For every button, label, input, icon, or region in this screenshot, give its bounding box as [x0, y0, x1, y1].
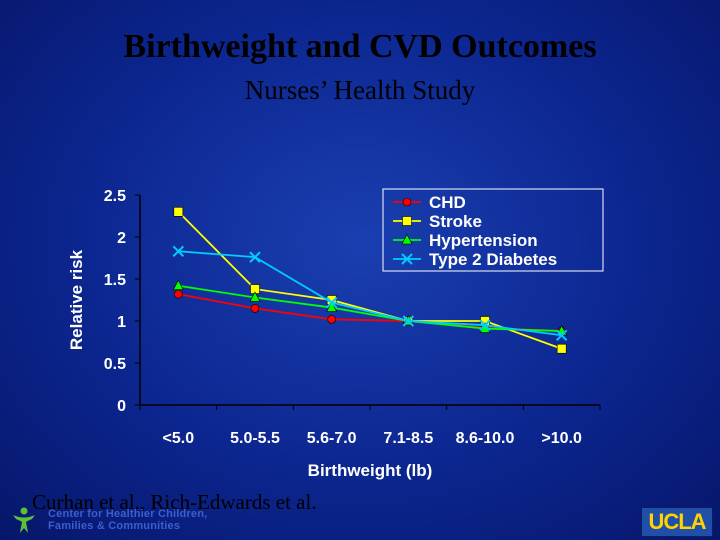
legend-label: Stroke	[429, 212, 482, 231]
data-point	[402, 315, 415, 327]
y-tick-label: 2	[117, 230, 126, 247]
legend-label: CHD	[429, 193, 466, 212]
legend-marker	[401, 233, 413, 245]
data-point	[249, 291, 261, 302]
slide-subtitle: Nurses’ Health Study	[244, 75, 476, 105]
data-point	[555, 329, 568, 341]
data-point	[174, 289, 183, 299]
org-name-line-1: Center for Healthier Children,	[48, 508, 208, 520]
org-name-line-2: Families & Communities	[48, 520, 181, 532]
legend-label: Type 2 Diabetes	[429, 250, 557, 269]
citation: Curhan et al., Rich-Edwards et al.	[32, 490, 317, 514]
x-tick-label: 7.1-8.5	[383, 430, 433, 447]
x-tick-label: 8.6-10.0	[456, 430, 515, 447]
data-point	[250, 304, 260, 313]
children-figure-icon	[13, 507, 35, 533]
legend-marker	[402, 216, 412, 226]
legend-box	[382, 188, 604, 272]
org-name: Center for Healthier Children, Families …	[48, 508, 207, 532]
slide-title: Birthweight and CVD Outcomes	[123, 28, 597, 65]
data-point	[172, 279, 184, 291]
y-tick-label: 2.5	[104, 188, 126, 205]
series-line-3	[178, 250, 562, 337]
data-point	[172, 245, 185, 257]
ucla-logo: UCLA	[641, 507, 713, 537]
x-tick-label: 5.0-5.5	[230, 430, 280, 447]
legend-label: Hypertension	[429, 231, 538, 250]
y-tick-label: 0	[117, 398, 126, 415]
data-point	[327, 315, 336, 324]
ucla-logo-text: UCLA	[648, 509, 706, 534]
data-point	[479, 319, 491, 331]
legend-marker	[402, 197, 412, 207]
y-tick-label: 0.5	[104, 356, 126, 373]
x-tick-label: >10.0	[541, 430, 582, 447]
x-axis-title: Birthweight (lb)	[308, 461, 433, 480]
data-point	[325, 296, 338, 309]
x-tick-label: <5.0	[163, 430, 195, 447]
y-tick-label: 1	[117, 314, 126, 331]
legend-marker	[401, 253, 413, 265]
data-point	[326, 301, 338, 312]
x-tick-label: 5.6-7.0	[307, 430, 357, 447]
data-point	[556, 343, 567, 354]
series-line-1	[177, 211, 562, 350]
data-point	[173, 207, 184, 217]
y-axis-title: Relative risk	[67, 249, 86, 350]
series-line-2	[178, 284, 562, 332]
data-point	[249, 251, 261, 263]
y-tick-label: 1.5	[104, 272, 126, 289]
